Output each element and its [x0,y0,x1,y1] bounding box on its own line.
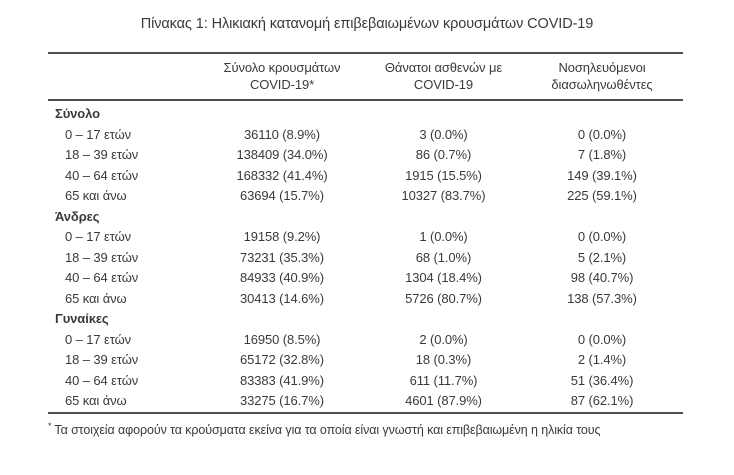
table-row: 65 και άνω 63694 (15.7%) 10327 (83.7%) 2… [48,186,683,207]
section-label-men: Άνδρες [55,208,100,224]
cases-cell: 33275 (16.7%) [240,393,324,408]
cases-cell: 138409 (34.0%) [236,147,328,162]
column-header-deaths-line1: Θάνατοι ασθενών με [384,60,503,75]
column-header-intubated: Νοσηλευόμενοι διασωληνωθέντες [521,59,683,93]
deaths-cell: 2 (0.0%) [419,331,468,347]
age-label: 18 – 39 ετών [65,352,139,367]
footnote-text: Τα στοιχεία αφορούν τα κρούσματα εκείνα … [54,422,601,437]
cases-cell: 30413 (14.6%) [240,290,324,306]
table-title: Πίνακας 1: Ηλικιακή κατανομή επιβεβαιωμέ… [140,16,594,32]
column-header-intubated-line2: διασωληνωθέντες [551,77,653,92]
intubated-cell: 2 (1.4%) [577,352,627,367]
column-header-total-cases-line2: COVID-19* [249,77,315,92]
age-label: 40 – 64 ετών [65,372,139,388]
table-row: 0 – 17 ετών 16950 (8.5%) 2 (0.0%) 0 (0.0… [48,330,683,351]
intubated-cell: 0 (0.0%) [577,331,627,347]
cases-cell: 73231 (35.3%) [240,249,324,265]
deaths-cell: 5726 (80.7%) [405,290,482,306]
table-row: 65 και άνω 33275 (16.7%) 4601 (87.9%) 87… [48,391,683,412]
deaths-cell: 68 (1.0%) [415,249,472,265]
cases-cell: 36110 (8.9%) [244,126,320,142]
table-row: 0 – 17 ετών 19158 (9.2%) 1 (0.0%) 0 (0.0… [48,227,683,248]
age-label: 40 – 64 ετών [65,167,139,183]
age-label: 65 και άνω [65,393,127,408]
age-label: 0 – 17 ετών [65,126,132,142]
deaths-cell: 18 (0.3%) [415,352,472,367]
cases-cell: 65172 (32.8%) [240,352,324,367]
cases-cell: 63694 (15.7%) [240,188,324,203]
intubated-cell: 138 (57.3%) [567,290,637,306]
table-row: 18 – 39 ετών 73231 (35.3%) 68 (1.0%) 5 (… [48,248,683,269]
column-header-intubated-line1: Νοσηλευόμενοι [558,60,646,75]
intubated-cell: 5 (2.1%) [577,249,627,265]
column-header-deaths-line2: COVID-19 [413,77,474,92]
deaths-cell: 3 (0.0%) [419,126,468,142]
footnote-marker: * [48,420,52,431]
cases-cell: 84933 (40.9%) [240,270,324,285]
intubated-cell: 149 (39.1%) [567,167,637,183]
table-row: 18 – 39 ετών 65172 (32.8%) 18 (0.3%) 2 (… [48,350,683,371]
column-header-empty [48,59,198,93]
age-label: 40 – 64 ετών [65,270,139,285]
deaths-cell: 611 (11.7%) [409,372,478,388]
deaths-cell: 1915 (15.5%) [405,167,482,183]
table-row: 40 – 64 ετών 83383 (41.9%) 611 (11.7%) 5… [48,371,683,392]
column-header-deaths: Θάνατοι ασθενών με COVID-19 [366,59,521,93]
age-label: 65 και άνω [65,290,127,306]
age-label: 65 και άνω [65,188,127,203]
age-label: 0 – 17 ετών [65,229,132,244]
table-row: 40 – 64 ετών 168332 (41.4%) 1915 (15.5%)… [48,166,683,187]
data-table: Σύνολο κρουσμάτων COVID-19* Θάνατοι ασθε… [48,52,683,414]
intubated-cell: 98 (40.7%) [570,270,634,285]
table-row: 18 – 39 ετών 138409 (34.0%) 86 (0.7%) 7 … [48,145,683,166]
table-row: 65 και άνω 30413 (14.6%) 5726 (80.7%) 13… [48,289,683,310]
cases-cell: 168332 (41.4%) [236,167,328,183]
age-label: 0 – 17 ετών [65,331,132,347]
cases-cell: 83383 (41.9%) [240,372,324,388]
deaths-cell: 86 (0.7%) [415,147,472,162]
deaths-cell: 1304 (18.4%) [405,270,482,285]
intubated-cell: 0 (0.0%) [577,229,627,244]
column-header-total-cases: Σύνολο κρουσμάτων COVID-19* [198,59,366,93]
table-row: 40 – 64 ετών 84933 (40.9%) 1304 (18.4%) … [48,268,683,289]
table-header-row: Σύνολο κρουσμάτων COVID-19* Θάνατοι ασθε… [48,52,683,101]
deaths-cell: 1 (0.0%) [419,229,468,244]
table-body: Σύνολο 0 – 17 ετών 36110 (8.9%) 3 (0.0%)… [48,101,683,414]
section-label-women: Γυναίκες [55,311,109,326]
age-label: 18 – 39 ετών [65,147,139,162]
cases-cell: 19158 (9.2%) [243,229,321,244]
age-label: 18 – 39 ετών [65,249,139,265]
intubated-cell: 87 (62.1%) [570,393,634,408]
section-label-total: Σύνολο [55,106,100,121]
intubated-cell: 225 (59.1%) [567,188,637,203]
intubated-cell: 51 (36.4%) [570,372,634,388]
column-header-total-cases-line1: Σύνολο κρουσμάτων [223,60,341,75]
intubated-cell: 0 (0.0%) [577,126,627,142]
table-row: 0 – 17 ετών 36110 (8.9%) 3 (0.0%) 0 (0.0… [48,125,683,146]
deaths-cell: 4601 (87.9%) [405,393,482,408]
footnote: * Τα στοιχεία αφορούν τα κρούσματα εκείνα… [48,418,734,438]
deaths-cell: 10327 (83.7%) [401,188,486,203]
intubated-cell: 7 (1.8%) [577,147,627,162]
cases-cell: 16950 (8.5%) [243,331,321,347]
